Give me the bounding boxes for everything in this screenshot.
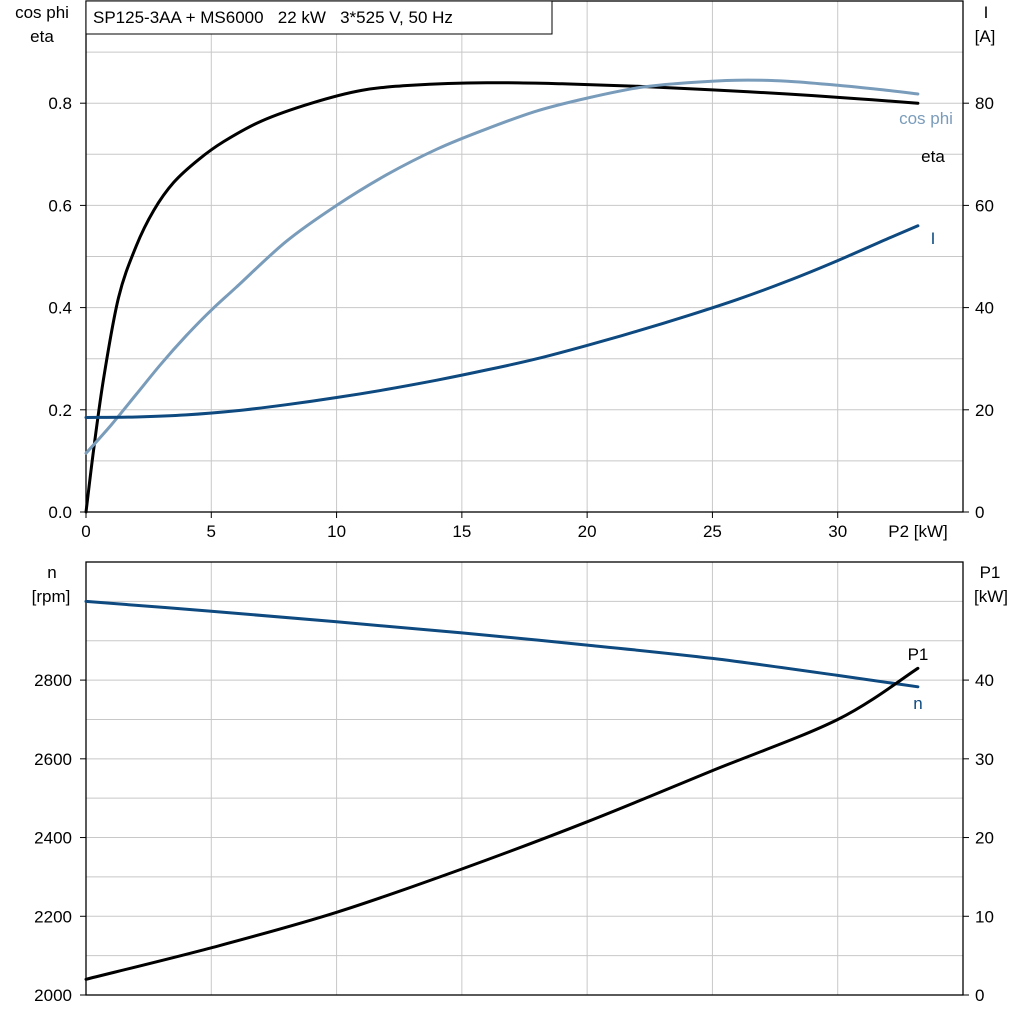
x-tick-label: 0	[81, 522, 90, 541]
speed-curve-label: n	[913, 694, 922, 713]
x-tick-label: 10	[327, 522, 346, 541]
upper-curves	[84, 78, 920, 514]
upper-right-tick-label: 80	[975, 94, 994, 113]
upper-right-tick-label: 20	[975, 401, 994, 420]
i-curve	[84, 224, 920, 419]
upper-ticks: 0.0 0.2 0.4 0.6 0.8 0 20 40 60 80 0 5 10 15 20 25 30	[48, 94, 994, 541]
chart-title-box	[85, 0, 553, 35]
lower-curves	[84, 599, 920, 981]
lower-left-tick-label: 2200	[34, 907, 72, 926]
lower-grid	[86, 562, 963, 995]
current-curve-label: I	[931, 229, 936, 248]
x-tick-label: 30	[828, 522, 847, 541]
upper-grid	[86, 1, 963, 512]
cos-phi-curve	[84, 78, 920, 455]
upper-right-tick-label: 60	[975, 196, 994, 215]
eta-curve	[84, 81, 920, 514]
lower-chart: 2000 2200 2400 2600 2800 0 10 20 30 40 n [rpm] P1…	[32, 561, 1008, 1005]
upper-left-tick-label: 0.0	[48, 503, 72, 522]
cos-phi-curve-label: cos phi	[899, 109, 953, 128]
p1-curve	[84, 666, 920, 981]
lower-right-axis-label-line1: P1	[980, 563, 1001, 582]
upper-left-tick-label: 0.8	[48, 94, 72, 113]
lower-right-tick-label: 40	[975, 671, 994, 690]
upper-left-tick-label: 0.6	[48, 196, 72, 215]
lower-plot-frame	[85, 561, 964, 996]
lower-left-tick-label: 2600	[34, 750, 72, 769]
x-tick-label: 5	[207, 522, 216, 541]
upper-left-axis-label-line1: cos phi	[15, 3, 69, 22]
p1-curve-label: P1	[908, 645, 929, 664]
lower-left-axis-label-line1: n	[47, 563, 56, 582]
lower-ticks: 2000 2200 2400 2600 2800 0 10 20 30 40	[34, 671, 994, 1005]
upper-chart: 0.0 0.2 0.4 0.6 0.8 0 20 40 60 80 0 5 10 15 20 25 30 SP1…	[15, 0, 996, 541]
x-tick-label: 20	[578, 522, 597, 541]
lower-left-axis-label-line2: [rpm]	[32, 587, 71, 606]
upper-right-tick-label: 0	[975, 503, 984, 522]
chart-title: SP125-3AA + MS6000 22 kW 3*525 V, 50 Hz	[93, 8, 453, 27]
x-tick-label: 15	[452, 522, 471, 541]
upper-left-tick-label: 0.4	[48, 299, 72, 318]
upper-right-axis-label-line1: I	[984, 3, 989, 22]
n-curve	[84, 599, 920, 689]
lower-right-tick-label: 30	[975, 750, 994, 769]
x-tick-label: 25	[703, 522, 722, 541]
lower-right-axis-label-line2: [kW]	[974, 587, 1008, 606]
upper-left-axis-label-line2: eta	[30, 27, 54, 46]
lower-left-tick-label: 2000	[34, 986, 72, 1005]
lower-right-tick-label: 10	[975, 907, 994, 926]
lower-left-tick-label: 2800	[34, 671, 72, 690]
upper-left-tick-label: 0.2	[48, 401, 72, 420]
lower-right-tick-label: 20	[975, 829, 994, 848]
lower-right-tick-label: 0	[975, 986, 984, 1005]
x-axis-label: P2 [kW]	[888, 522, 948, 541]
lower-left-tick-label: 2400	[34, 829, 72, 848]
upper-right-axis-label-line2: [A]	[975, 27, 996, 46]
eta-curve-label: eta	[921, 147, 945, 166]
upper-right-tick-label: 40	[975, 299, 994, 318]
